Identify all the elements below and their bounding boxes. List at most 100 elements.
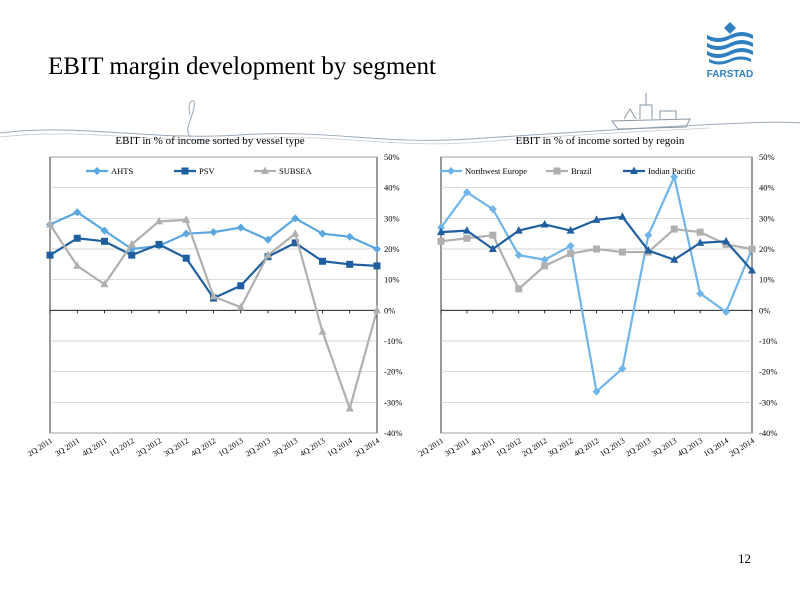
y-tick-label: -40% <box>384 428 402 438</box>
logo-emblem-icon <box>707 22 753 65</box>
y-tick-label: 0% <box>759 305 770 315</box>
data-point <box>100 279 109 288</box>
data-point <box>489 231 497 239</box>
y-tick-label: 50% <box>759 152 775 162</box>
data-point <box>722 307 731 316</box>
data-point <box>373 305 381 314</box>
data-point <box>644 231 653 240</box>
data-point <box>748 245 756 253</box>
legend-marker <box>93 167 101 175</box>
data-point <box>182 254 190 262</box>
data-point <box>291 214 300 223</box>
legend-marker <box>261 166 269 174</box>
legend-marker <box>447 167 455 175</box>
data-point <box>100 226 109 235</box>
data-point <box>514 226 523 234</box>
x-tick-label: 1Q 2014 <box>702 436 730 458</box>
x-tick-label: 2Q 2012 <box>520 436 548 458</box>
data-point <box>567 250 575 258</box>
data-point <box>722 236 731 245</box>
decorative-wave-ship <box>0 93 800 145</box>
legend-entry: SUBSEA <box>254 166 312 176</box>
data-point <box>488 205 497 214</box>
data-point <box>73 208 82 217</box>
data-point <box>318 229 327 238</box>
legend-marker <box>630 166 638 174</box>
y-tick-label: 50% <box>384 152 400 162</box>
data-point <box>540 255 549 264</box>
data-point <box>236 223 245 232</box>
data-point <box>236 302 245 311</box>
x-tick-label: 3Q 2011 <box>443 436 471 458</box>
data-point <box>264 250 272 259</box>
data-point <box>592 387 601 396</box>
x-tick-label: 2Q 2013 <box>624 436 652 458</box>
legend-marker <box>553 167 561 175</box>
data-point <box>670 255 679 263</box>
data-point <box>209 228 218 237</box>
y-tick-label: 30% <box>384 213 400 223</box>
series-northwest-europe <box>437 172 756 396</box>
data-point <box>540 219 549 228</box>
y-tick-label: -40% <box>759 428 777 438</box>
data-point <box>462 226 471 234</box>
data-point <box>593 245 600 253</box>
data-point <box>155 240 163 248</box>
data-point <box>566 226 575 234</box>
chart1-title: EBIT in % of income sorted by vessel typ… <box>115 135 305 147</box>
x-tick-label: 4Q 2012 <box>572 436 600 458</box>
legend-label: Northwest Europe <box>465 166 527 176</box>
series-brazil <box>437 225 756 293</box>
data-point <box>237 282 245 290</box>
data-point <box>345 232 354 241</box>
data-point <box>101 237 108 245</box>
data-point <box>128 251 136 259</box>
x-tick-label: 1Q 2013 <box>598 436 626 458</box>
y-tick-label: -10% <box>384 336 402 346</box>
y-tick-label: -20% <box>384 367 402 377</box>
data-point <box>515 285 523 293</box>
y-tick-label: 20% <box>759 244 775 254</box>
wave-line <box>0 121 800 141</box>
data-point <box>155 216 163 225</box>
data-point <box>696 228 704 236</box>
data-point <box>541 262 549 270</box>
y-tick-label: 20% <box>384 244 400 254</box>
data-point <box>346 260 354 268</box>
page-number: 12 <box>738 551 751 566</box>
data-point <box>463 234 471 242</box>
chart2-title: EBIT in % of income sorted by regoin <box>515 135 685 147</box>
data-point <box>46 219 54 228</box>
y-tick-label: 40% <box>384 183 400 193</box>
legend-label: Indian Pacific <box>648 166 696 176</box>
series-ahts <box>46 208 381 253</box>
data-point <box>644 246 653 254</box>
data-point <box>748 265 756 274</box>
farstad-logo: FARSTAD <box>707 22 753 80</box>
legend-entry: Indian Pacific <box>623 166 696 176</box>
legend-label: PSV <box>199 166 215 176</box>
data-point <box>437 227 445 236</box>
y-tick-label: 10% <box>759 275 775 285</box>
data-point <box>514 251 523 260</box>
data-point <box>182 215 191 223</box>
data-point <box>291 229 300 237</box>
data-point <box>127 239 136 248</box>
data-point <box>318 327 327 335</box>
data-point <box>73 234 81 242</box>
y-tick-label: 30% <box>759 213 775 223</box>
y-tick-label: 0% <box>384 305 395 315</box>
x-tick-label: 3Q 2013 <box>650 436 678 458</box>
data-point <box>437 223 445 232</box>
data-point <box>182 229 191 238</box>
slide-title: EBIT margin development by segment <box>48 53 436 80</box>
data-point <box>373 262 381 270</box>
x-tick-label: 1Q 2012 <box>494 436 522 458</box>
data-point <box>373 245 381 253</box>
x-tick-label: 4Q 2013 <box>676 436 704 458</box>
legend-label: AHTS <box>111 166 133 176</box>
x-tick-label: 2Q 2011 <box>417 436 445 458</box>
y-tick-label: -30% <box>759 397 777 407</box>
swirl-icon <box>187 100 195 138</box>
